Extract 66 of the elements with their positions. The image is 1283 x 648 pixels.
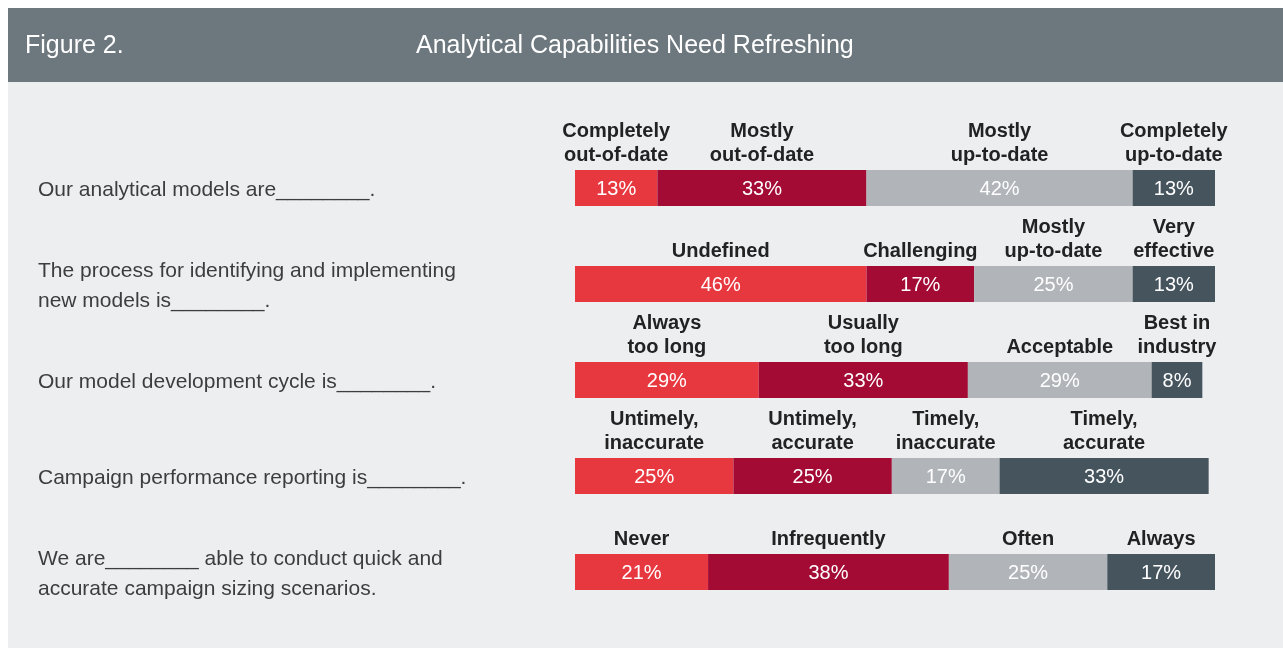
data-label: 13% xyxy=(1153,177,1195,199)
annotation: Often xyxy=(1001,527,1055,549)
data-label: 25% xyxy=(792,465,833,487)
data-label: 29% xyxy=(646,369,688,391)
bar xyxy=(974,266,1133,302)
data-label: 29% xyxy=(1039,369,1080,391)
data-label: 21% xyxy=(621,561,662,583)
data-label: 8% xyxy=(1162,369,1192,391)
data-label: 25% xyxy=(1033,273,1074,295)
y-tick-label: We are________ able to conduct quick and accurate campaign sizing scenarios. xyxy=(38,545,449,599)
annotation: Mostly out-of-date xyxy=(709,119,815,165)
annotation: Always xyxy=(1126,527,1196,549)
bar xyxy=(733,458,892,494)
annotation: Mostly up-to-date xyxy=(1004,215,1103,261)
annotation: Untimely, accurate xyxy=(768,407,857,453)
text: Figure 2. xyxy=(25,29,124,58)
annotation: Undefined xyxy=(671,239,770,261)
annotation: Best in industry xyxy=(1137,311,1218,357)
data-label: 42% xyxy=(979,177,1020,199)
annotation: Acceptable xyxy=(1006,335,1114,357)
annotation: Usually too long xyxy=(823,311,903,357)
annotation: Completely out-of-date xyxy=(562,119,671,165)
bar xyxy=(575,458,734,494)
y-tick-label: Our analytical models are________. xyxy=(38,176,376,201)
bar xyxy=(891,458,1000,494)
bar xyxy=(575,266,867,302)
data-label: 17% xyxy=(925,465,966,487)
bar xyxy=(866,266,975,302)
bar xyxy=(758,362,968,398)
annotation: Very effective xyxy=(1133,215,1215,261)
annotation: Mostly up-to-date xyxy=(950,119,1049,165)
bar xyxy=(1132,266,1215,302)
data-label: 13% xyxy=(1153,273,1195,295)
data-label: 33% xyxy=(741,177,783,199)
annotation: Never xyxy=(613,527,670,549)
data-label: 33% xyxy=(1084,465,1125,487)
annotation: Completely up-to-date xyxy=(1119,119,1229,165)
data-label: 25% xyxy=(634,465,675,487)
bar xyxy=(948,554,1108,590)
bar xyxy=(1132,170,1215,206)
data-label: 33% xyxy=(843,369,884,391)
annotation: Infrequently xyxy=(771,527,887,549)
bar xyxy=(657,170,867,206)
annotation: Always too long xyxy=(627,311,707,357)
annotation: Untimely, inaccurate xyxy=(604,407,705,453)
data-label: 38% xyxy=(808,561,849,583)
bar xyxy=(708,554,949,590)
data-label: 17% xyxy=(1141,561,1182,583)
data-label: 17% xyxy=(900,273,941,295)
data-label: 46% xyxy=(700,273,741,295)
data-label: 13% xyxy=(596,177,637,199)
bar xyxy=(575,362,759,398)
annotation: Challenging xyxy=(863,239,978,261)
bar xyxy=(999,458,1209,494)
y-tick-label: Campaign performance reporting is________. xyxy=(38,464,467,489)
bar xyxy=(967,362,1152,398)
y-tick-label: Our model development cycle is________. xyxy=(38,368,437,393)
data-label: 25% xyxy=(1008,561,1049,583)
y-tick-label: The process for identifying and implementing new models is________. xyxy=(38,257,462,312)
bar xyxy=(1107,554,1215,590)
annotation: Timely, inaccurate xyxy=(895,407,996,453)
annotation: Timely, accurate xyxy=(1062,407,1146,453)
bar xyxy=(575,554,709,590)
bar xyxy=(866,170,1133,206)
bar xyxy=(575,170,658,206)
chart-title: Analytical Capabilities Need Refreshing xyxy=(416,29,854,58)
